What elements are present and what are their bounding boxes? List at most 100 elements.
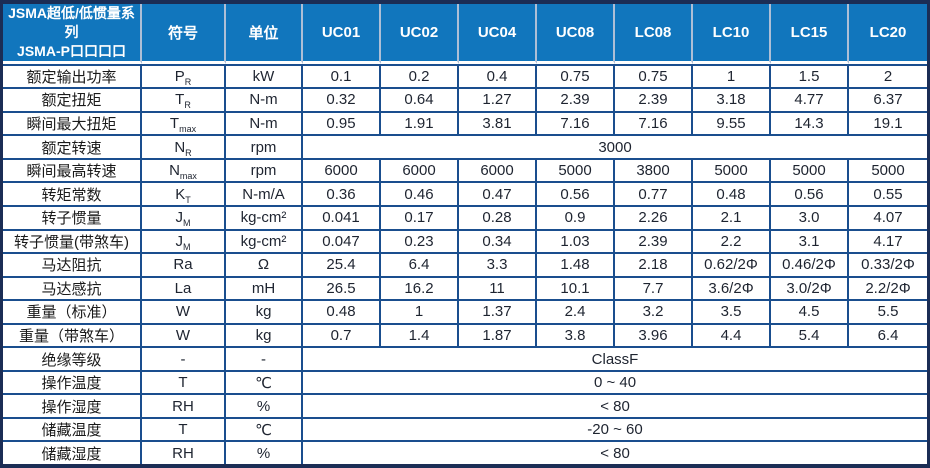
series-title-cell: JSMA超低/低惯量系列 JSMA-P口口口口 — [3, 4, 142, 64]
value-cell: 0.48 — [693, 181, 771, 205]
value-cell: 11 — [459, 275, 537, 300]
value-cell: 2 — [849, 63, 927, 88]
value-cell: 4.07 — [849, 204, 927, 229]
value-cell: 0.46 — [381, 181, 459, 205]
value-cell: 0.041 — [303, 204, 381, 229]
symbol-subscript: T — [185, 194, 191, 205]
symbol-cell: Tmax — [142, 110, 226, 135]
table-row: 转子惯量(带煞车) JM kg-cm² 0.047 0.23 0.34 1.03 2.39 2.… — [3, 228, 927, 253]
value-cell: 0.56 — [771, 181, 849, 205]
unit-cell: rpm — [226, 157, 303, 182]
merged-value-cell: < 80 — [303, 440, 927, 464]
unit-cell: kg-cm² — [226, 204, 303, 229]
unit-cell: kg — [226, 322, 303, 347]
value-cell: 0.47 — [459, 181, 537, 205]
row-label-cell: 储藏湿度 — [3, 440, 142, 464]
symbol-cell: TR — [142, 87, 226, 111]
unit-cell: % — [226, 440, 303, 464]
symbol-cell: Nmax — [142, 157, 226, 182]
unit-cell: rpm — [226, 134, 303, 158]
symbol-subscript: M — [183, 241, 191, 252]
value-cell: 6.4 — [381, 252, 459, 276]
unit-column-header: 单位 — [226, 4, 303, 64]
row-label-cell: 瞬间最高转速 — [3, 157, 142, 182]
symbol-cell: NR — [142, 134, 226, 158]
value-cell: 0.2 — [381, 63, 459, 88]
value-cell: 0.62/2Φ — [693, 252, 771, 276]
value-cell: 0.56 — [537, 181, 615, 205]
value-cell: 14.3 — [771, 110, 849, 135]
row-label-cell: 马达感抗 — [3, 275, 142, 300]
value-cell: 3.1 — [771, 228, 849, 253]
table-row: 转子惯量 JM kg-cm² 0.041 0.17 0.28 0.9 2.26 2.1 3.0 4.… — [3, 204, 927, 229]
value-cell: 5000 — [693, 157, 771, 182]
table-row: 额定输出功率 PR kW 0.1 0.2 0.4 0.75 0.75 1 1.5 2 — [3, 63, 927, 88]
spec-table-body: 额定输出功率 PR kW 0.1 0.2 0.4 0.75 0.75 1 1.5 2 额定扭矩 TR N-… — [3, 63, 927, 464]
value-cell: 1.4 — [381, 322, 459, 347]
table-row: 马达阻抗 Ra Ω 25.4 6.4 3.3 1.48 2.18 0.62/2Φ 0.46/2Φ 0… — [3, 252, 927, 276]
unit-cell: ℃ — [226, 416, 303, 441]
row-label-cell: 瞬间最大扭矩 — [3, 110, 142, 135]
symbol-subscript: R — [184, 76, 192, 87]
symbol-cell: PR — [142, 63, 226, 88]
row-label-cell: 操作湿度 — [3, 393, 142, 417]
model-column-header: UC01 — [303, 4, 381, 64]
model-column-header: LC15 — [771, 4, 849, 64]
value-cell: 3.0 — [771, 204, 849, 229]
model-column-header: UC04 — [459, 4, 537, 64]
value-cell: 3.3 — [459, 252, 537, 276]
merged-value-cell: < 80 — [303, 393, 927, 417]
unit-cell: - — [226, 346, 303, 370]
value-cell: 2.39 — [615, 87, 693, 111]
value-cell: 3.0/2Φ — [771, 275, 849, 300]
value-cell: 0.95 — [303, 110, 381, 135]
value-cell: 3.2 — [615, 299, 693, 323]
unit-cell: N-m — [226, 87, 303, 111]
symbol-subscript: M — [183, 218, 191, 229]
value-cell: 3.6/2Φ — [693, 275, 771, 300]
value-cell: 0.4 — [459, 63, 537, 88]
model-column-header: UC08 — [537, 4, 615, 64]
symbol-cell: RH — [142, 393, 226, 417]
row-label-cell: 额定输出功率 — [3, 63, 142, 88]
value-cell: 2.26 — [615, 204, 693, 229]
value-cell: 1.87 — [459, 322, 537, 347]
series-title-line1: JSMA超低/低惯量系列 — [8, 5, 135, 40]
row-label-cell: 转子惯量(带煞车) — [3, 228, 142, 253]
unit-cell: kg — [226, 299, 303, 323]
value-cell: 0.77 — [615, 181, 693, 205]
table-row: 额定扭矩 TR N-m 0.32 0.64 1.27 2.39 2.39 3.18 4.77 6.3… — [3, 87, 927, 111]
symbol-column-header: 符号 — [142, 4, 226, 64]
symbol-subscript: max — [179, 171, 197, 182]
table-row: 绝缘等级 - - ClassF — [3, 346, 927, 370]
value-cell: 1 — [693, 63, 771, 88]
value-cell: 0.34 — [459, 228, 537, 253]
model-column-header: LC20 — [849, 4, 927, 64]
spec-table: JSMA超低/低惯量系列 JSMA-P口口口口 符号 单位 UC01 UC02 UC… — [3, 4, 927, 464]
value-cell: 6000 — [303, 157, 381, 182]
model-column-header: LC08 — [615, 4, 693, 64]
row-label-cell: 重量（标准） — [3, 299, 142, 323]
merged-value-cell: ClassF — [303, 346, 927, 370]
value-cell: 2.2/2Φ — [849, 275, 927, 300]
value-cell: 4.17 — [849, 228, 927, 253]
value-cell: 2.1 — [693, 204, 771, 229]
row-label-cell: 重量（带煞车） — [3, 322, 142, 347]
unit-cell: % — [226, 393, 303, 417]
row-label-cell: 转子惯量 — [3, 204, 142, 229]
value-cell: 1.91 — [381, 110, 459, 135]
model-column-header: UC02 — [381, 4, 459, 64]
value-cell: 0.23 — [381, 228, 459, 253]
value-cell: 1.37 — [459, 299, 537, 323]
symbol-cell: - — [142, 346, 226, 370]
symbol-cell: La — [142, 275, 226, 300]
value-cell: 2.18 — [615, 252, 693, 276]
value-cell: 3.96 — [615, 322, 693, 347]
table-row: 马达感抗 La mH 26.5 16.2 11 10.1 7.7 3.6/2Φ 3.0/2Φ 2.2… — [3, 275, 927, 300]
symbol-cell: KT — [142, 181, 226, 205]
value-cell: 0.9 — [537, 204, 615, 229]
table-row: 储藏温度 T ℃ -20 ~ 60 — [3, 416, 927, 441]
unit-cell: mH — [226, 275, 303, 300]
spec-table-header: JSMA超低/低惯量系列 JSMA-P口口口口 符号 单位 UC01 UC02 UC… — [3, 4, 927, 64]
